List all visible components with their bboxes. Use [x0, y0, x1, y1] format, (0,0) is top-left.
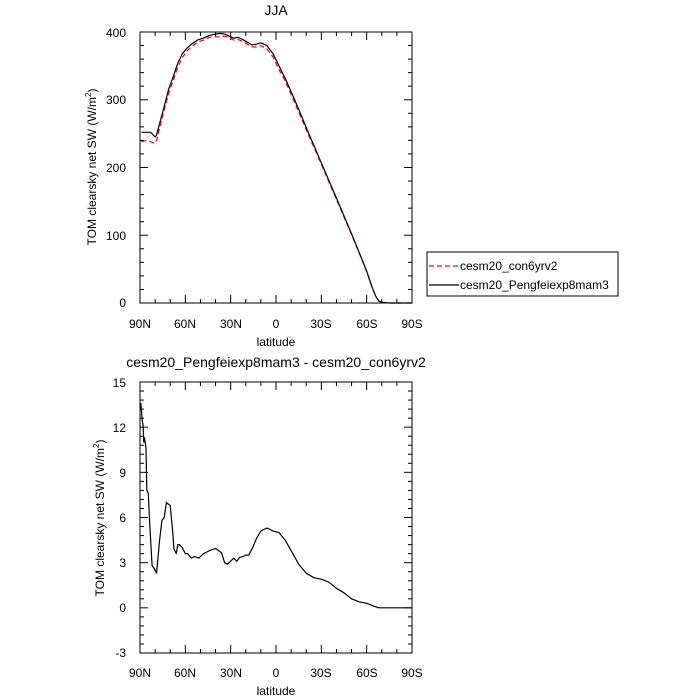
bottom-y-tick-label: 15	[113, 376, 127, 390]
top-x-axis-label: latitude	[257, 335, 296, 349]
bottom-x-tick-label: 90N	[129, 666, 151, 680]
top-panel: JJA 0 100 200 300 400 90N 60N 30N 0 30S …	[84, 2, 619, 349]
bottom-y-axis-label-tail: )	[93, 440, 107, 444]
top-axis-ticks	[139, 31, 413, 304]
top-x-tick-label: 0	[273, 317, 280, 331]
bottom-chart-title: cesm20_Pengfeiexp8mam3 - cesm20_con6yrv2	[126, 354, 426, 370]
top-x-tick-label: 90S	[401, 317, 422, 331]
bottom-x-tick-labels: 90N 60N 30N 0 30S 60S 90S	[129, 666, 423, 680]
top-y-tick-labels: 0 100 200 300 400	[106, 26, 126, 310]
bottom-y-axis-label-text: TOM clearsky net SW (W/m	[93, 448, 107, 596]
top-y-tick-label: 300	[106, 93, 126, 107]
bottom-y-tick-label: 3	[119, 556, 126, 570]
bottom-axis-ticks	[139, 381, 413, 654]
bottom-y-tick-label: 9	[119, 466, 126, 480]
bottom-x-axis-label: latitude	[257, 684, 296, 698]
top-chart-title: JJA	[264, 2, 288, 18]
bottom-y-tick-label: 12	[113, 421, 127, 435]
top-x-tick-label: 30N	[220, 317, 242, 331]
bottom-y-tick-label: 0	[119, 601, 126, 615]
legend-label-pengfeiexp8mam3: cesm20_Pengfeiexp8mam3	[460, 278, 609, 292]
bottom-y-tick-label: 6	[119, 511, 126, 525]
top-x-tick-label: 60N	[174, 317, 196, 331]
top-series-line-cesm20-con6yrv2	[141, 35, 412, 304]
top-x-tick-label: 30S	[310, 317, 331, 331]
bottom-series-lines	[140, 403, 412, 609]
legend: cesm20_con6yrv2 cesm20_Pengfeiexp8mam3	[426, 251, 619, 297]
top-y-tick-label: 200	[106, 161, 126, 175]
top-x-tick-labels: 90N 60N 30N 0 30S 60S 90S	[129, 317, 423, 331]
bottom-series-line-difference	[140, 403, 412, 609]
top-y-axis-label-sup: 2	[84, 92, 93, 97]
top-y-tick-label: 400	[106, 26, 126, 40]
legend-label-con6yrv2: cesm20_con6yrv2	[460, 259, 558, 273]
bottom-panel: cesm20_Pengfeiexp8mam3 - cesm20_con6yrv2…	[92, 354, 426, 698]
bottom-x-tick-label: 90S	[401, 666, 422, 680]
top-y-tick-label: 0	[119, 296, 126, 310]
top-plot-frame	[139, 31, 413, 304]
bottom-x-tick-label: 60N	[174, 666, 196, 680]
top-x-tick-label: 90N	[129, 317, 151, 331]
top-y-axis-label-text: TOM clearsky net SW (W/m	[85, 97, 99, 245]
top-y-axis-label: TOM clearsky net SW (W/m2)	[84, 89, 99, 246]
top-x-tick-label: 60S	[356, 317, 377, 331]
top-series-lines	[141, 32, 412, 304]
bottom-y-axis-label: TOM clearsky net SW (W/m2)	[92, 440, 107, 597]
bottom-x-tick-label: 60S	[356, 666, 377, 680]
legend-box	[426, 251, 619, 297]
top-y-axis-label-tail: )	[85, 89, 99, 93]
bottom-plot-frame	[139, 381, 413, 654]
bottom-x-tick-label: 30N	[220, 666, 242, 680]
bottom-x-tick-label: 0	[273, 666, 280, 680]
bottom-y-tick-label: -3	[115, 646, 126, 660]
bottom-y-axis-label-sup: 2	[92, 443, 101, 448]
bottom-x-tick-label: 30S	[310, 666, 331, 680]
top-series-line-cesm20-pengfeiexp8mam3	[141, 32, 412, 304]
bottom-y-tick-labels: -3 0 3 6 9 12 15	[113, 376, 127, 660]
top-y-tick-label: 100	[106, 229, 126, 243]
